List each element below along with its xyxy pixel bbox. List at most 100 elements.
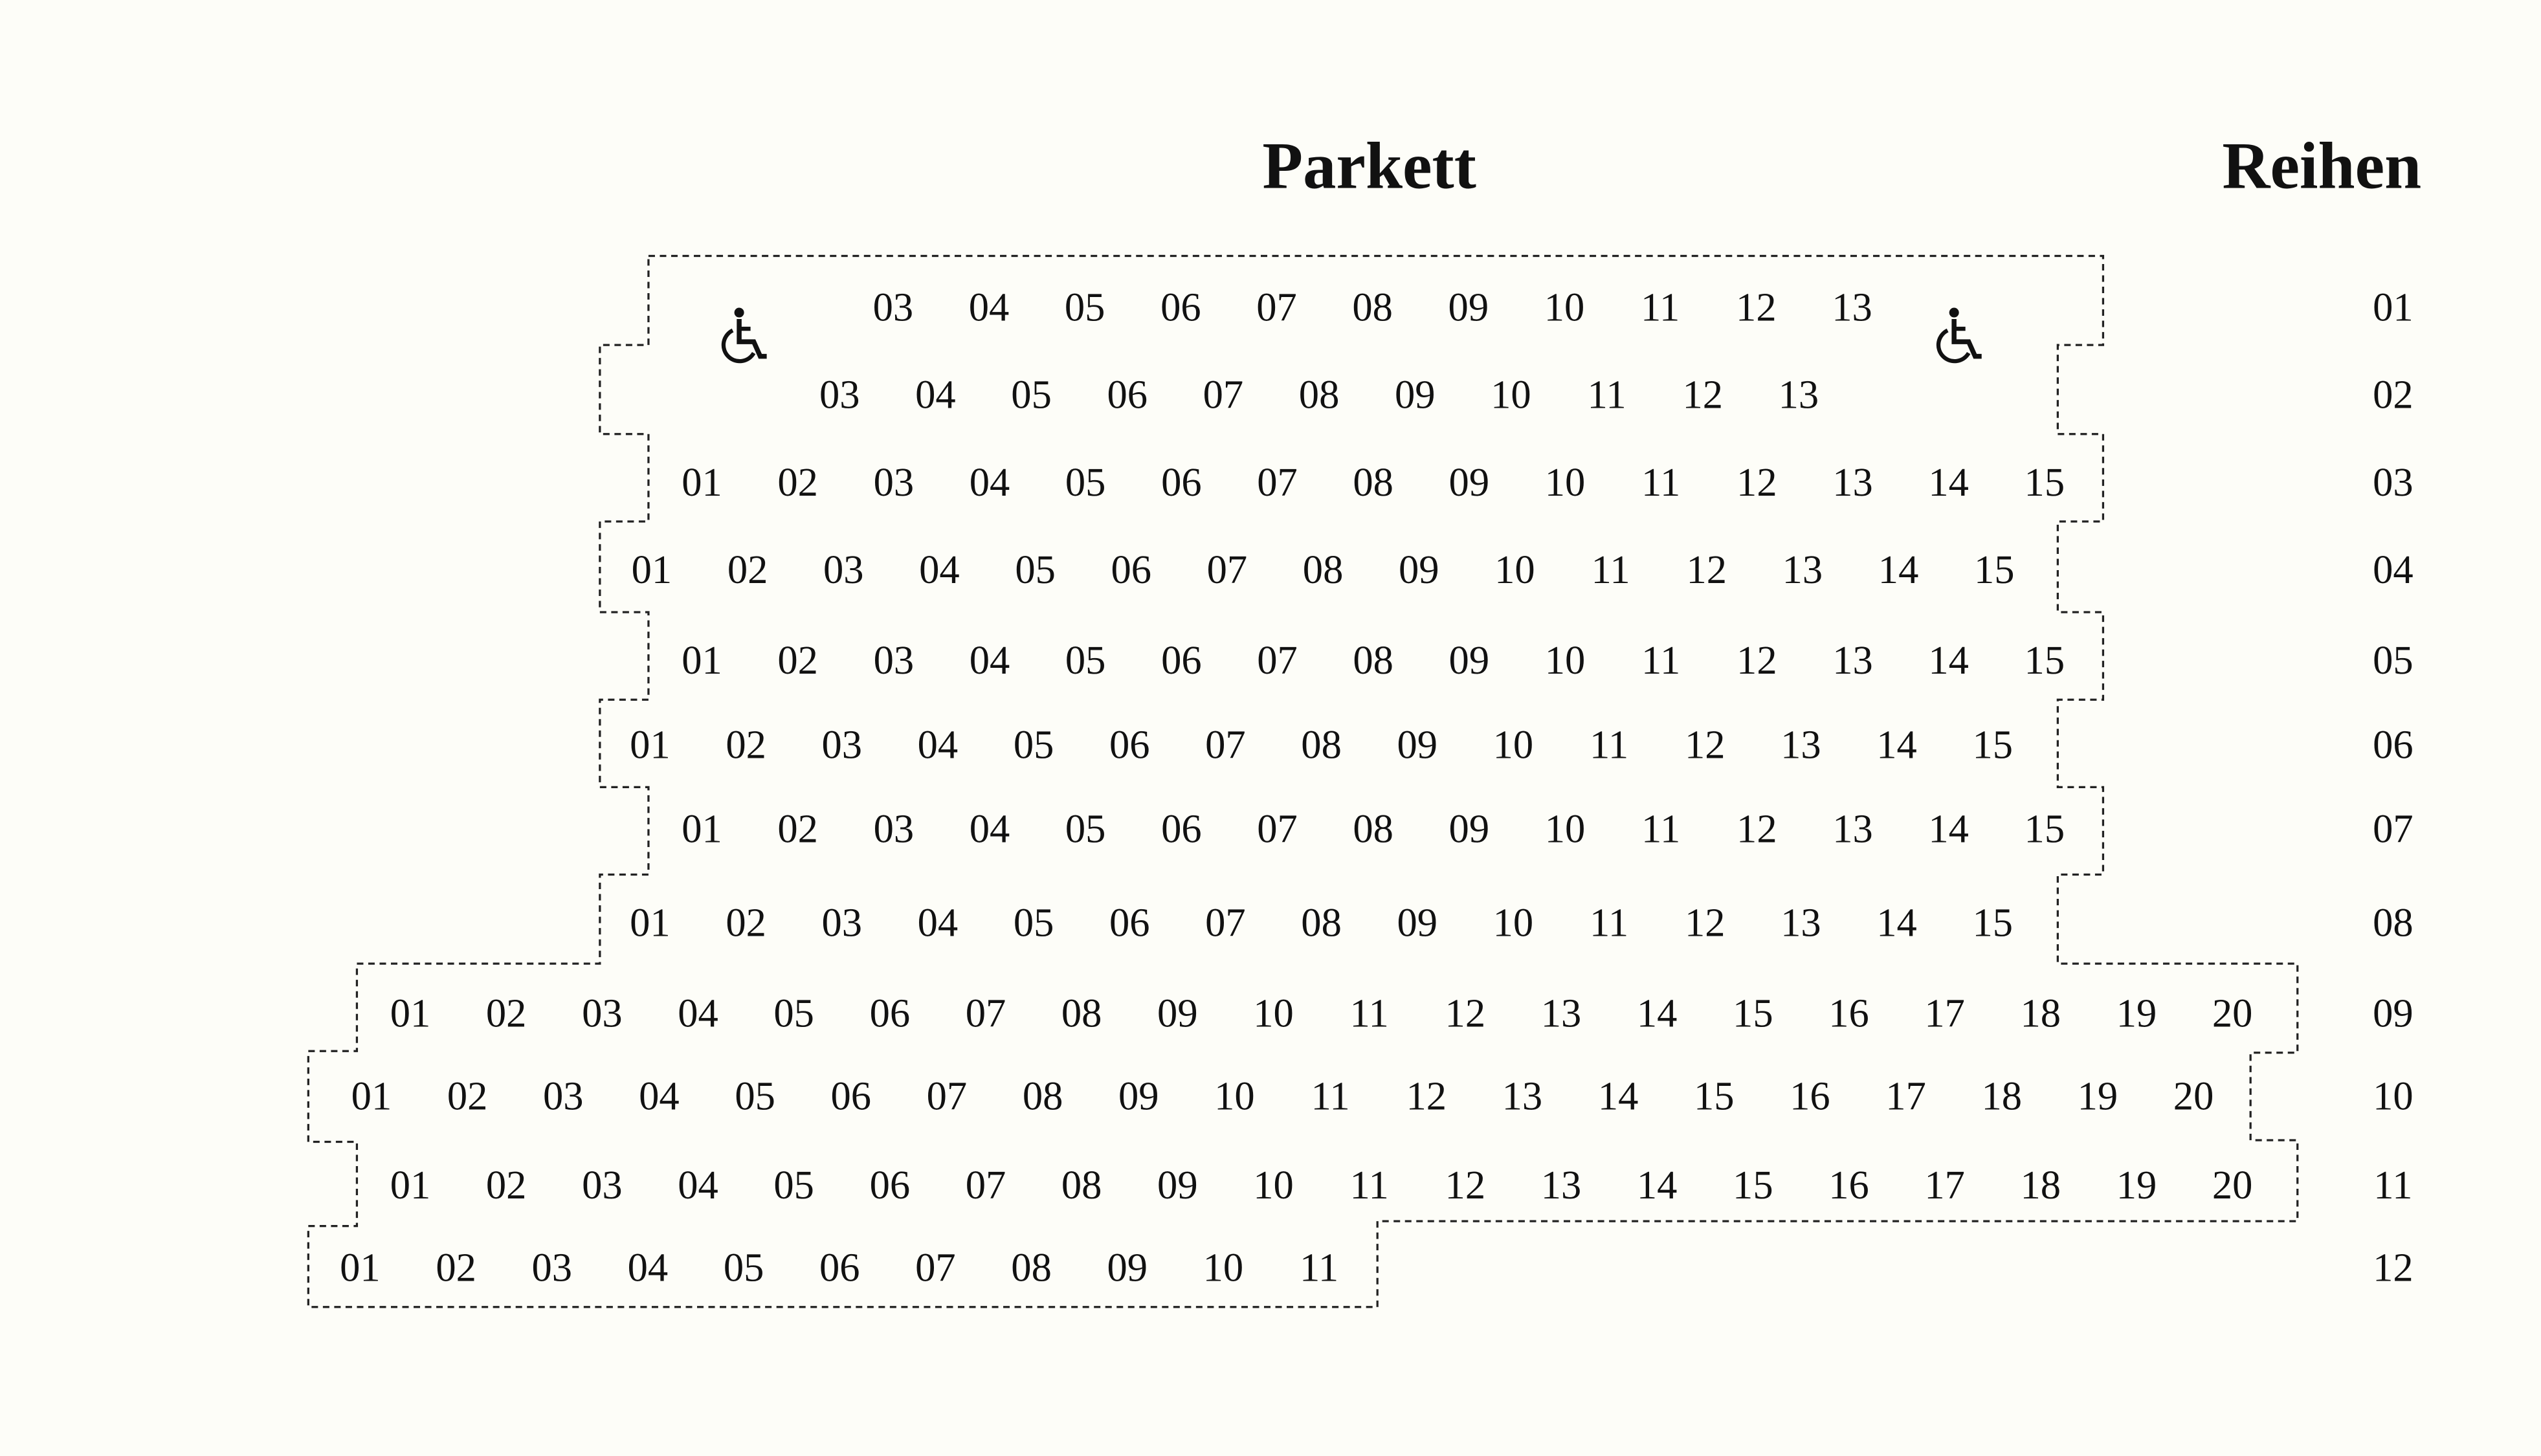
seat[interactable]: 13 bbox=[1781, 900, 1821, 945]
seat[interactable]: 09 bbox=[1157, 991, 1198, 1036]
seat[interactable]: 06 bbox=[819, 1245, 860, 1290]
seat[interactable]: 07 bbox=[1207, 547, 1248, 592]
seat[interactable]: 12 bbox=[1736, 285, 1777, 330]
seat[interactable]: 15 bbox=[2025, 459, 2065, 505]
seat[interactable]: 11 bbox=[1350, 991, 1389, 1036]
seat[interactable]: 09 bbox=[1399, 547, 1439, 592]
seat[interactable]: 14 bbox=[1637, 991, 1678, 1036]
seat[interactable]: 14 bbox=[1637, 1162, 1678, 1208]
seat[interactable]: 08 bbox=[1353, 459, 1393, 505]
seat[interactable]: 04 bbox=[970, 459, 1010, 505]
seat[interactable]: 12 bbox=[1737, 637, 1777, 683]
seat[interactable]: 03 bbox=[821, 722, 862, 767]
seat[interactable]: 07 bbox=[1256, 285, 1297, 330]
seat[interactable]: 04 bbox=[969, 285, 1010, 330]
seat[interactable]: 07 bbox=[927, 1073, 968, 1118]
seat[interactable]: 12 bbox=[1686, 547, 1727, 592]
seat[interactable]: 02 bbox=[777, 637, 818, 683]
seat[interactable]: 03 bbox=[874, 806, 915, 851]
seat[interactable]: 10 bbox=[1253, 991, 1294, 1036]
seat[interactable]: 05 bbox=[1011, 372, 1052, 417]
seat[interactable]: 20 bbox=[2212, 991, 2253, 1036]
seat[interactable]: 04 bbox=[918, 900, 959, 945]
seat[interactable]: 04 bbox=[678, 1162, 718, 1208]
seat[interactable]: 10 bbox=[1494, 547, 1535, 592]
seat[interactable]: 05 bbox=[1014, 900, 1054, 945]
seat[interactable]: 02 bbox=[727, 547, 768, 592]
seat[interactable]: 13 bbox=[1502, 1073, 1543, 1118]
seat[interactable]: 16 bbox=[1828, 1162, 1869, 1208]
seat[interactable]: 01 bbox=[682, 459, 722, 505]
seat[interactable]: 19 bbox=[2078, 1073, 2118, 1118]
seat[interactable]: 16 bbox=[1828, 991, 1869, 1036]
seat[interactable]: 15 bbox=[1974, 547, 2015, 592]
seat[interactable]: 05 bbox=[1065, 806, 1106, 851]
seat[interactable]: 11 bbox=[1311, 1073, 1349, 1118]
seat[interactable]: 13 bbox=[1541, 1162, 1582, 1208]
seat[interactable]: 01 bbox=[632, 547, 672, 592]
seat[interactable]: 13 bbox=[1781, 722, 1821, 767]
seat[interactable]: 15 bbox=[1972, 900, 2013, 945]
seat[interactable]: 10 bbox=[1544, 285, 1585, 330]
seat[interactable]: 03 bbox=[819, 372, 860, 417]
seat[interactable]: 04 bbox=[970, 806, 1010, 851]
seat[interactable]: 18 bbox=[2021, 1162, 2061, 1208]
seat[interactable]: 03 bbox=[582, 1162, 623, 1208]
seat[interactable]: 11 bbox=[1641, 459, 1680, 505]
seat[interactable]: 14 bbox=[1876, 900, 1917, 945]
seat[interactable]: 13 bbox=[1541, 991, 1582, 1036]
seat[interactable]: 07 bbox=[1205, 900, 1246, 945]
seat[interactable]: 08 bbox=[1353, 806, 1393, 851]
seat[interactable]: 11 bbox=[1641, 285, 1680, 330]
seat[interactable]: 05 bbox=[1065, 637, 1106, 683]
seat[interactable]: 07 bbox=[915, 1245, 956, 1290]
seat[interactable]: 06 bbox=[1107, 372, 1148, 417]
seat[interactable]: 02 bbox=[436, 1245, 476, 1290]
seat[interactable]: 01 bbox=[630, 722, 671, 767]
seat[interactable]: 04 bbox=[628, 1245, 669, 1290]
seat[interactable]: 02 bbox=[447, 1073, 488, 1118]
seat[interactable]: 15 bbox=[1733, 991, 1773, 1036]
seat[interactable]: 01 bbox=[682, 806, 722, 851]
seat[interactable]: 05 bbox=[724, 1245, 764, 1290]
seat[interactable]: 01 bbox=[390, 991, 431, 1036]
seat[interactable]: 08 bbox=[1303, 547, 1344, 592]
seat[interactable]: 06 bbox=[870, 1162, 911, 1208]
seat[interactable]: 08 bbox=[1353, 637, 1393, 683]
seat[interactable]: 05 bbox=[735, 1073, 775, 1118]
seat[interactable]: 09 bbox=[1397, 900, 1437, 945]
seat[interactable]: 09 bbox=[1449, 637, 1490, 683]
seat[interactable]: 03 bbox=[582, 991, 623, 1036]
seat[interactable]: 04 bbox=[915, 372, 956, 417]
seat[interactable]: 12 bbox=[1406, 1073, 1447, 1118]
seat[interactable]: 09 bbox=[1157, 1162, 1198, 1208]
seat[interactable]: 11 bbox=[1300, 1245, 1338, 1290]
seat[interactable]: 09 bbox=[1397, 722, 1437, 767]
seat[interactable]: 09 bbox=[1449, 459, 1490, 505]
seat[interactable]: 03 bbox=[821, 900, 862, 945]
seat[interactable]: 08 bbox=[1301, 722, 1342, 767]
seat[interactable]: 10 bbox=[1493, 900, 1534, 945]
seat[interactable]: 06 bbox=[1161, 637, 1202, 683]
seat[interactable]: 12 bbox=[1682, 372, 1723, 417]
seat[interactable]: 15 bbox=[1694, 1073, 1735, 1118]
seat[interactable]: 10 bbox=[1203, 1245, 1244, 1290]
seat[interactable]: 13 bbox=[1832, 459, 1873, 505]
seat[interactable]: 05 bbox=[773, 991, 814, 1036]
seat[interactable]: 13 bbox=[1832, 637, 1873, 683]
seat[interactable]: 14 bbox=[1928, 459, 1969, 505]
seat[interactable]: 10 bbox=[1545, 637, 1586, 683]
seat[interactable]: 09 bbox=[1448, 285, 1489, 330]
seat[interactable]: 11 bbox=[1590, 900, 1628, 945]
seat[interactable]: 14 bbox=[1878, 547, 1919, 592]
seat[interactable]: 06 bbox=[870, 991, 911, 1036]
seat[interactable]: 20 bbox=[2173, 1073, 2214, 1118]
seat[interactable]: 01 bbox=[340, 1245, 381, 1290]
seat[interactable]: 06 bbox=[1161, 806, 1202, 851]
seat[interactable]: 10 bbox=[1214, 1073, 1255, 1118]
seat[interactable]: 11 bbox=[1587, 372, 1626, 417]
seat[interactable]: 16 bbox=[1790, 1073, 1830, 1118]
seat[interactable]: 01 bbox=[351, 1073, 392, 1118]
seat[interactable]: 06 bbox=[1109, 722, 1150, 767]
seat[interactable]: 08 bbox=[1061, 991, 1102, 1036]
